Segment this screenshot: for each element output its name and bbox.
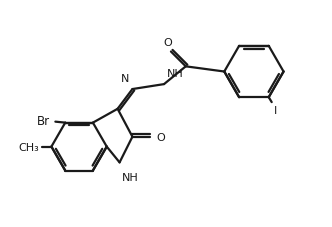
Text: NH: NH [167,69,184,79]
Text: CH₃: CH₃ [18,142,39,152]
Text: NH: NH [122,173,138,183]
Text: N: N [121,74,129,84]
Text: Br: Br [37,115,50,128]
Text: O: O [164,37,172,47]
Text: O: O [156,132,165,142]
Text: I: I [274,106,277,116]
